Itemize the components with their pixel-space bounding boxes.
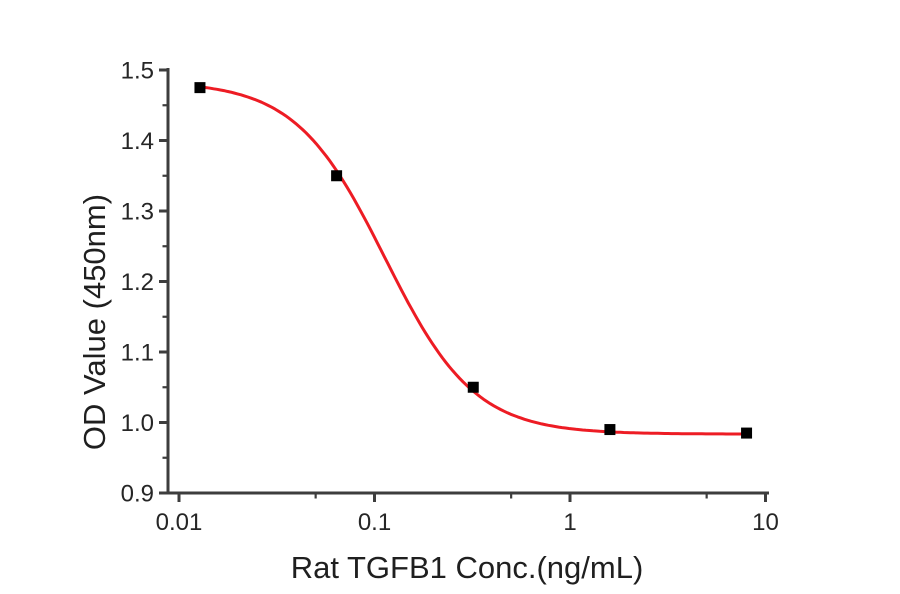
y-axis-title: OD Value (450nm)	[77, 193, 112, 451]
x-tick-label: 0.01	[156, 509, 203, 536]
y-tick-label: 1.2	[121, 269, 154, 296]
x-tick-label: 0.1	[358, 509, 391, 536]
data-point-marker	[741, 427, 753, 439]
y-tick-label: 1.1	[121, 340, 154, 367]
data-point-marker	[604, 424, 616, 436]
y-tick-label: 0.9	[121, 481, 154, 508]
x-tick-label: 10	[752, 509, 779, 536]
data-point-marker	[467, 381, 479, 393]
y-tick-label: 1.4	[121, 128, 154, 155]
x-tick-label: 1	[563, 509, 576, 536]
data-point-marker	[331, 170, 343, 182]
y-tick-label: 1.3	[121, 199, 154, 226]
y-tick-label: 1.5	[121, 58, 154, 85]
x-axis-title: Rat TGFB1 Conc.(ng/mL)	[290, 550, 644, 585]
y-tick-label: 1.0	[121, 410, 154, 437]
data-point-marker	[194, 82, 206, 94]
axes-lines	[166, 68, 769, 495]
